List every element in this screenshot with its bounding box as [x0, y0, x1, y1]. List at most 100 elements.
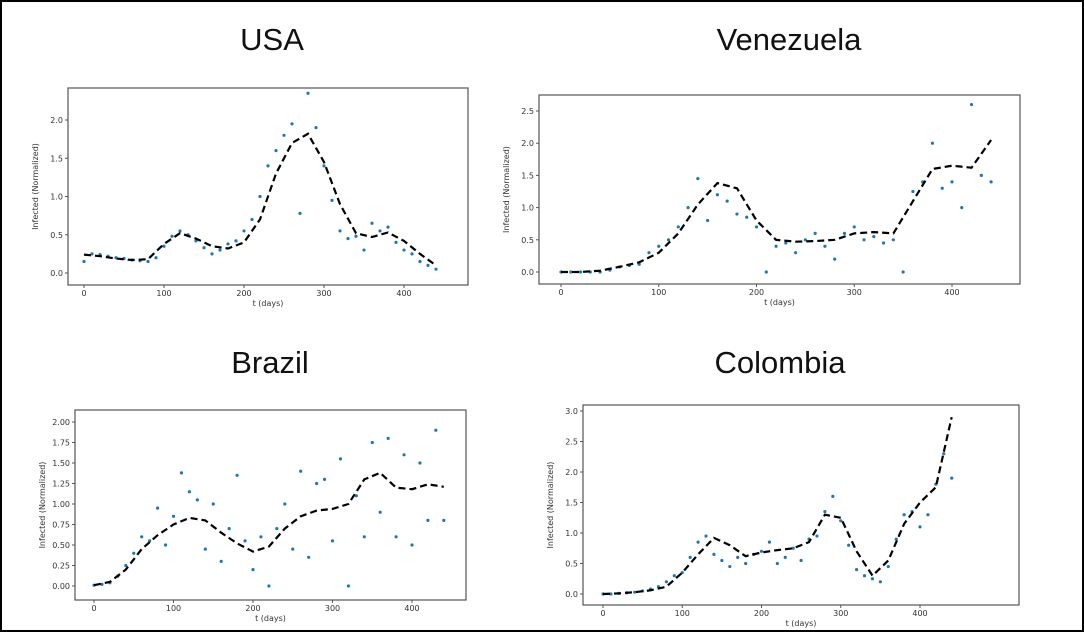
subplot-venezuela: Venezuela 0 100 200 300 400 0.0 0.5 1.0 1.5 2.0 2.5…: [502, 22, 1021, 307]
scatter-point: [170, 234, 174, 238]
axes-frame: [538, 94, 1021, 285]
scatter-point: [823, 244, 827, 248]
scatter-point: [706, 218, 710, 223]
scatter-point: [680, 571, 684, 575]
scatter-point: [767, 540, 772, 544]
scatter-point: [736, 555, 740, 560]
scatter-point: [315, 481, 319, 486]
scatter-point: [338, 229, 342, 233]
scatter-point: [979, 173, 983, 177]
scatter-point: [227, 527, 231, 531]
scatter-point: [609, 592, 613, 596]
y-tick-label: 1.75: [52, 439, 70, 448]
scatter-point: [140, 535, 144, 539]
scatter-point: [402, 453, 406, 457]
scatter-point: [894, 537, 898, 541]
scatter-point: [911, 189, 915, 194]
x-tick-label: 200: [236, 289, 251, 298]
scatter-point: [969, 102, 974, 107]
y-tick-label: 2.0: [521, 139, 534, 148]
scatter-point: [124, 563, 128, 568]
y-tick-label: 1.0: [565, 529, 578, 538]
scatter-point: [322, 477, 327, 481]
scatter-point: [330, 539, 335, 543]
scatter-point: [370, 440, 374, 445]
scatter-point: [354, 494, 358, 498]
scatter-point: [434, 267, 438, 271]
scatter-point: [219, 559, 223, 564]
scatter-point: [672, 574, 676, 578]
scatter-point: [926, 513, 930, 517]
y-tick-label: 0.5: [50, 231, 63, 240]
scatter-point: [282, 133, 286, 137]
scatter-point: [211, 502, 215, 506]
scatter-point: [100, 582, 104, 586]
scatter-point: [378, 510, 382, 514]
scatter-point: [434, 428, 438, 432]
scatter-point: [688, 555, 692, 560]
scatter-point: [847, 543, 851, 547]
scatter-point: [250, 217, 254, 222]
x-tick-label: 400: [404, 604, 419, 613]
scatter-point: [410, 543, 414, 547]
scatter-point: [633, 590, 637, 594]
scatter-point: [839, 519, 843, 523]
scatter-point: [886, 564, 890, 569]
y-tick-label: 0.50: [52, 541, 70, 550]
x-tick-label: 100: [166, 604, 181, 613]
x-tick-label: 0: [91, 604, 96, 613]
x-axis-label: t (days): [255, 614, 286, 623]
scatter-point: [275, 527, 279, 531]
y-tick-label: 3.0: [565, 407, 578, 416]
y-tick-label: 2.5: [565, 438, 578, 447]
scatter-point: [210, 252, 214, 256]
scatter-point: [696, 540, 700, 544]
scatter-point: [274, 149, 278, 153]
y-tick-label: 0.5: [521, 236, 534, 245]
scatter-point: [775, 561, 779, 566]
scatter-point: [146, 259, 150, 264]
subplot-colombia: Colombia 0 100 200 300 400 0.0 0.5 1.0 1.5 2.0 2.5 3…: [546, 345, 1020, 628]
scatter-point: [179, 471, 184, 475]
y-tick-label: 2.0: [565, 468, 578, 477]
y-tick-label: 1.5: [50, 154, 63, 163]
y-tick-label: 1.5: [521, 171, 534, 180]
x-tick-label: 200: [754, 609, 769, 618]
scatter-point: [950, 180, 954, 184]
y-tick-label: 1.25: [52, 480, 70, 489]
scatter-point: [354, 234, 358, 238]
x-tick-label: 400: [944, 288, 959, 297]
x-tick-label: 200: [245, 604, 260, 613]
scatter-point: [666, 238, 671, 242]
scatter-point: [855, 568, 859, 572]
scatter-point: [696, 177, 700, 181]
scatter-point: [764, 270, 768, 274]
scatter-point: [386, 225, 390, 229]
scatter-point: [243, 539, 247, 543]
x-axis-label: t (days): [764, 298, 795, 307]
scatter-point: [235, 473, 239, 477]
scatter-point: [759, 549, 764, 553]
scatter-point: [784, 241, 788, 245]
scatter-point: [426, 263, 430, 267]
scatter-point: [410, 252, 414, 256]
scatter-point: [163, 543, 168, 547]
scatter-point: [330, 198, 334, 202]
scatter-point: [203, 547, 207, 551]
scatter-point: [154, 256, 158, 260]
scatter-point: [195, 498, 199, 502]
scatter-point: [178, 229, 182, 233]
y-axis-label: Infected (Normalized): [546, 462, 555, 549]
x-axis-label: t (days): [786, 619, 817, 628]
y-tick-label: 0.75: [52, 521, 70, 530]
scatter-point: [774, 244, 778, 248]
scatter-point: [664, 580, 669, 584]
scatter-point: [901, 270, 905, 274]
scatter-point: [156, 506, 160, 510]
scatter-point: [82, 259, 86, 264]
scatter-point: [725, 199, 729, 203]
scatter-point: [218, 248, 222, 252]
scatter-point: [842, 231, 847, 235]
subplot-title: Brazil: [231, 345, 309, 380]
scatter-point: [918, 525, 922, 529]
